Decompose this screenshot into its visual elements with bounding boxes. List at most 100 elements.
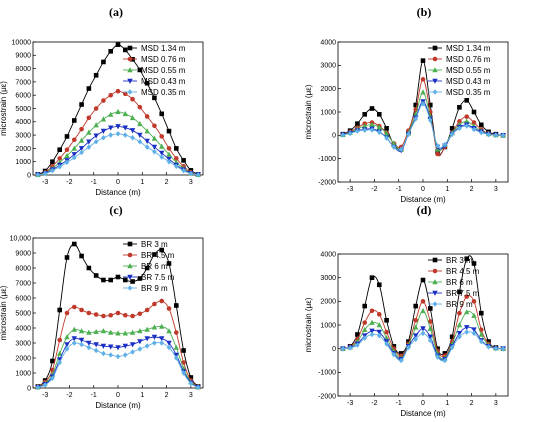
data-point (42, 170, 48, 177)
data-point (115, 130, 121, 137)
data-point (144, 144, 150, 150)
legend-marker (432, 257, 438, 263)
data-point (347, 345, 353, 351)
data-point (173, 303, 179, 308)
data-point (129, 329, 136, 335)
x-tick-label: 3 (494, 400, 498, 407)
data-point (471, 299, 477, 304)
data-point (122, 330, 128, 336)
data-point (413, 333, 419, 339)
legend-label: MSD 0.43 m (446, 77, 491, 86)
legend-marker (127, 252, 133, 258)
data-point (173, 163, 179, 170)
data-point (406, 339, 411, 344)
data-point (435, 143, 440, 149)
data-point (471, 327, 477, 333)
data-point (173, 355, 179, 361)
x-tick-label: 1 (445, 400, 449, 407)
legend-item: MSD 0.35 m (123, 88, 186, 97)
data-point (420, 330, 426, 337)
data-point (188, 170, 194, 177)
legend-marker (127, 56, 133, 62)
y-tick-label: 8000 (15, 66, 31, 73)
data-point (413, 303, 419, 309)
data-point (71, 241, 77, 247)
data-point (78, 137, 85, 143)
data-point (166, 306, 172, 311)
data-point (457, 334, 462, 340)
legend-marker (127, 263, 133, 269)
data-point (86, 129, 92, 135)
data-point (420, 58, 426, 63)
data-point (101, 350, 106, 357)
data-point (93, 72, 99, 78)
x-tick-label: 2 (165, 392, 169, 399)
x-tick-label: -2 (66, 179, 72, 186)
data-point (406, 131, 411, 137)
data-point (64, 334, 70, 340)
data-point (86, 310, 92, 316)
data-point (362, 112, 368, 117)
x-axis-label: Distance (m) (95, 188, 141, 197)
legend-item: BR 9 m (123, 284, 168, 293)
legend-marker (432, 290, 438, 296)
x-tick-label: -3 (347, 186, 353, 193)
data-point (449, 131, 455, 137)
legend-marker (432, 279, 438, 285)
data-point (64, 147, 70, 153)
legend-marker (432, 78, 438, 84)
data-point (427, 306, 433, 311)
data-point (93, 122, 99, 128)
legend-marker (432, 89, 438, 95)
data-point (71, 304, 77, 310)
data-point (100, 343, 107, 349)
y-tick-label: 10000 (12, 39, 32, 46)
x-tick-label: -1 (396, 186, 402, 193)
legend-item: MSD 0.55 m (428, 66, 491, 75)
legend-label: MSD 0.76 m (446, 55, 491, 64)
data-point (500, 132, 506, 139)
data-point (457, 125, 462, 132)
legend-item: BR 4.5 m (428, 267, 480, 276)
data-point (369, 319, 375, 325)
data-point (166, 146, 172, 151)
x-tick-label: -3 (347, 400, 353, 407)
data-point (108, 277, 114, 283)
series-2 (340, 89, 506, 152)
data-point (173, 146, 179, 151)
data-point (78, 146, 85, 152)
legend-item: MSD 0.35 m (428, 88, 491, 97)
legend-item: BR 7.5 m (123, 273, 175, 282)
data-point (369, 121, 375, 128)
panel-label: (c) (109, 203, 122, 217)
data-point (369, 106, 375, 111)
data-point (122, 352, 128, 358)
data-point (427, 319, 433, 324)
data-point (122, 277, 128, 283)
data-point (464, 329, 470, 335)
legend-item: MSD 0.55 m (123, 66, 186, 75)
x-tick-label: 0 (421, 186, 425, 193)
data-point (64, 346, 70, 352)
data-point (122, 343, 128, 349)
legend-item: MSD 0.43 m (428, 77, 491, 86)
data-point (152, 252, 157, 257)
data-point (57, 350, 63, 356)
data-point (151, 135, 158, 141)
legend-label: MSD 0.35 m (446, 88, 491, 97)
data-point (478, 310, 484, 316)
data-point (101, 134, 106, 141)
data-point (486, 343, 491, 350)
data-point (130, 313, 135, 319)
y-tick-label: 1000 (15, 159, 31, 166)
data-point (93, 138, 99, 145)
data-point (195, 172, 201, 178)
data-point (391, 144, 397, 150)
data-point (384, 341, 389, 347)
legend-label: MSD 1.34 m (446, 44, 491, 53)
data-point (478, 122, 484, 128)
data-point (79, 341, 84, 348)
data-point (457, 310, 462, 316)
data-point (362, 320, 368, 325)
